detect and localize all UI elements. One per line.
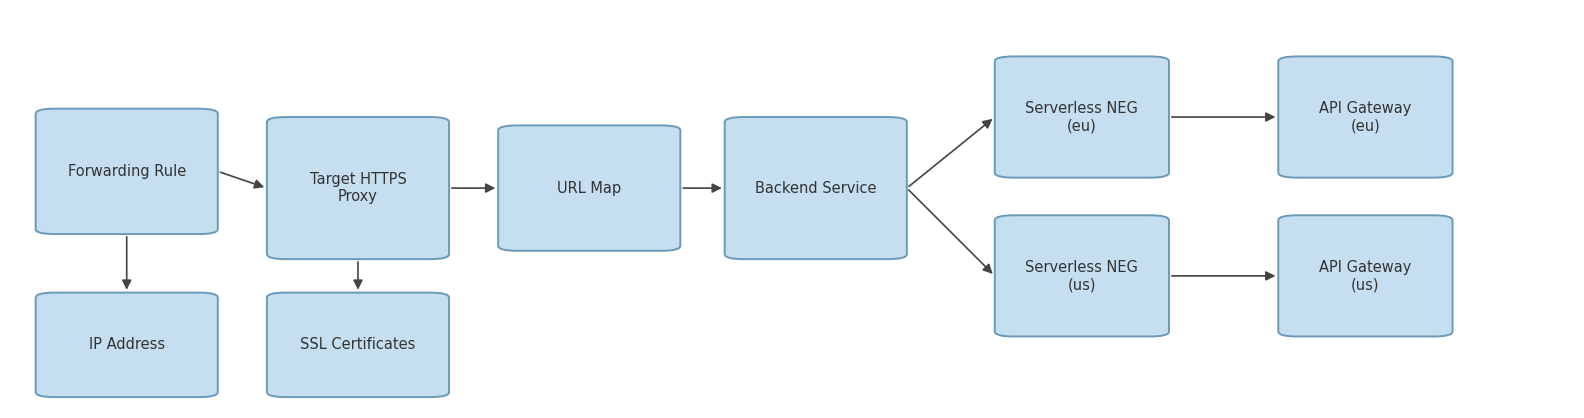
FancyBboxPatch shape bbox=[1278, 56, 1453, 178]
FancyBboxPatch shape bbox=[1278, 215, 1453, 336]
FancyBboxPatch shape bbox=[36, 109, 219, 234]
FancyBboxPatch shape bbox=[995, 215, 1169, 336]
Text: URL Map: URL Map bbox=[558, 181, 621, 196]
FancyBboxPatch shape bbox=[36, 293, 219, 397]
Text: Backend Service: Backend Service bbox=[756, 181, 876, 196]
Text: Serverless NEG
(eu): Serverless NEG (eu) bbox=[1025, 101, 1139, 133]
Text: Target HTTPS
Proxy: Target HTTPS Proxy bbox=[309, 172, 407, 204]
FancyBboxPatch shape bbox=[266, 117, 450, 259]
FancyBboxPatch shape bbox=[995, 56, 1169, 178]
Text: API Gateway
(us): API Gateway (us) bbox=[1319, 260, 1411, 292]
FancyBboxPatch shape bbox=[266, 293, 450, 397]
Text: IP Address: IP Address bbox=[89, 337, 165, 352]
Text: API Gateway
(eu): API Gateway (eu) bbox=[1319, 101, 1411, 133]
Text: Forwarding Rule: Forwarding Rule bbox=[68, 164, 185, 179]
FancyBboxPatch shape bbox=[499, 125, 681, 251]
Text: Serverless NEG
(us): Serverless NEG (us) bbox=[1025, 260, 1139, 292]
FancyBboxPatch shape bbox=[725, 117, 908, 259]
Text: SSL Certificates: SSL Certificates bbox=[301, 337, 415, 352]
